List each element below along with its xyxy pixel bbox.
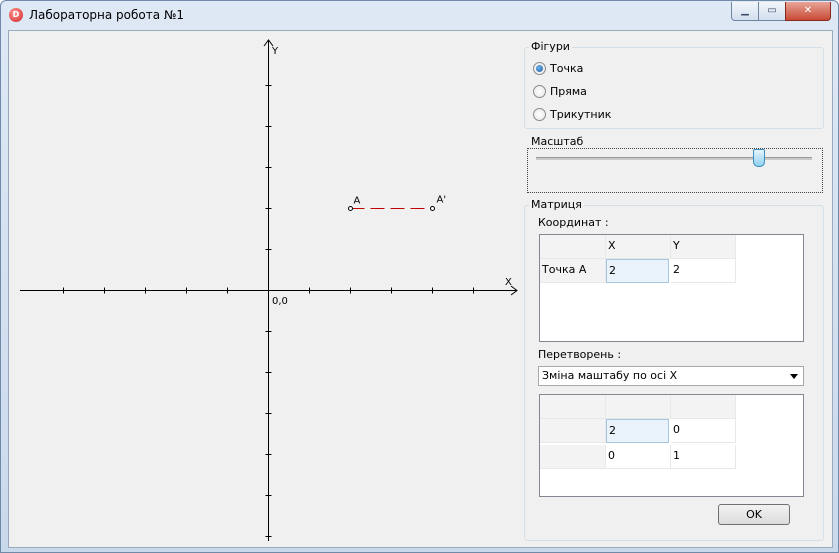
coords-cell-y[interactable]: 2: [671, 259, 736, 283]
minimize-button[interactable]: ▁: [731, 2, 759, 21]
axes: [20, 39, 518, 541]
coords-cell-x[interactable]: 2: [606, 259, 669, 283]
transform-grid[interactable]: 2 0 0 1: [539, 394, 804, 497]
close-icon: ✕: [803, 5, 813, 16]
matrix-group: Матриця: [524, 198, 824, 541]
chevron-down-icon[interactable]: [790, 374, 798, 379]
x-axis-arrow: [510, 285, 518, 296]
transform-cell[interactable]: 0: [606, 445, 671, 469]
y-axis-label: Y: [271, 46, 279, 57]
title-bar[interactable]: D Лабораторна робота №1 ▁ ▭ ✕: [1, 1, 838, 29]
close-button[interactable]: ✕: [785, 2, 831, 21]
scale-label: Масштаб: [531, 135, 584, 148]
radio-line-indicator[interactable]: [533, 84, 546, 98]
points-layer: [348, 206, 435, 211]
scale-slider[interactable]: [527, 148, 823, 193]
coords-col-x-header[interactable]: X: [606, 235, 671, 259]
transform-select[interactable]: Зміна маштабу по осі Х: [538, 366, 804, 386]
transform-grid-corner: [540, 395, 606, 419]
drawing-canvas[interactable]: X Y 0,0 A A': [9, 31, 519, 547]
point-a[interactable]: [348, 206, 353, 211]
figures-group: Фігури Точка Пряма Трикутник: [524, 40, 824, 129]
coords-grid-corner: [540, 235, 606, 259]
coords-label: Координат :: [538, 216, 609, 229]
radio-triangle-label: Трикутник: [550, 107, 612, 121]
axis-ticks: [63, 85, 474, 537]
client-area: X Y 0,0 A A' Фігури Точка Пряма Трикутни…: [8, 30, 833, 548]
transform-row-header[interactable]: [540, 445, 606, 469]
ok-button[interactable]: OK: [718, 504, 790, 525]
figures-group-title: Фігури: [529, 40, 572, 53]
point-a-label: A: [354, 196, 361, 207]
x-axis-label: X: [505, 277, 512, 288]
transform-cell[interactable]: 0: [671, 419, 736, 443]
maximize-icon: ▭: [767, 5, 777, 16]
minimize-icon: ▁: [741, 5, 749, 16]
radio-triangle-indicator[interactable]: [533, 107, 546, 121]
slider-thumb[interactable]: [753, 149, 765, 167]
point-a-prime-label: A': [437, 195, 447, 206]
slider-track[interactable]: [536, 157, 812, 160]
maximize-button[interactable]: ▭: [758, 2, 786, 21]
radio-triangle[interactable]: Трикутник: [533, 106, 611, 122]
radio-point[interactable]: Точка: [533, 60, 583, 76]
y-axis-arrow: [263, 39, 274, 47]
radio-line-label: Пряма: [550, 84, 587, 98]
app-logo-icon: D: [9, 8, 23, 22]
radio-point-indicator[interactable]: [533, 61, 546, 75]
coords-row-header[interactable]: Точка А: [540, 259, 606, 283]
radio-line[interactable]: Пряма: [533, 83, 587, 99]
radio-point-label: Точка: [550, 61, 584, 75]
coordinate-plane: X Y 0,0 A A': [20, 39, 518, 541]
transform-label: Перетворень :: [538, 348, 622, 361]
coords-grid[interactable]: X Y Точка А 2 2: [539, 234, 804, 342]
transform-row-header[interactable]: [540, 419, 606, 443]
transform-select-value: Зміна маштабу по осі Х: [542, 369, 678, 382]
origin-label: 0,0: [272, 296, 288, 307]
transform-cell[interactable]: 1: [671, 445, 736, 469]
transform-cell[interactable]: 2: [606, 419, 669, 443]
point-a-prime[interactable]: [430, 206, 435, 211]
matrix-group-title: Матриця: [529, 198, 584, 211]
transform-col-header[interactable]: [671, 395, 736, 419]
transform-col-header[interactable]: [606, 395, 671, 419]
coords-col-y-header[interactable]: Y: [671, 235, 736, 259]
window-title: Лабораторна робота №1: [29, 8, 185, 22]
